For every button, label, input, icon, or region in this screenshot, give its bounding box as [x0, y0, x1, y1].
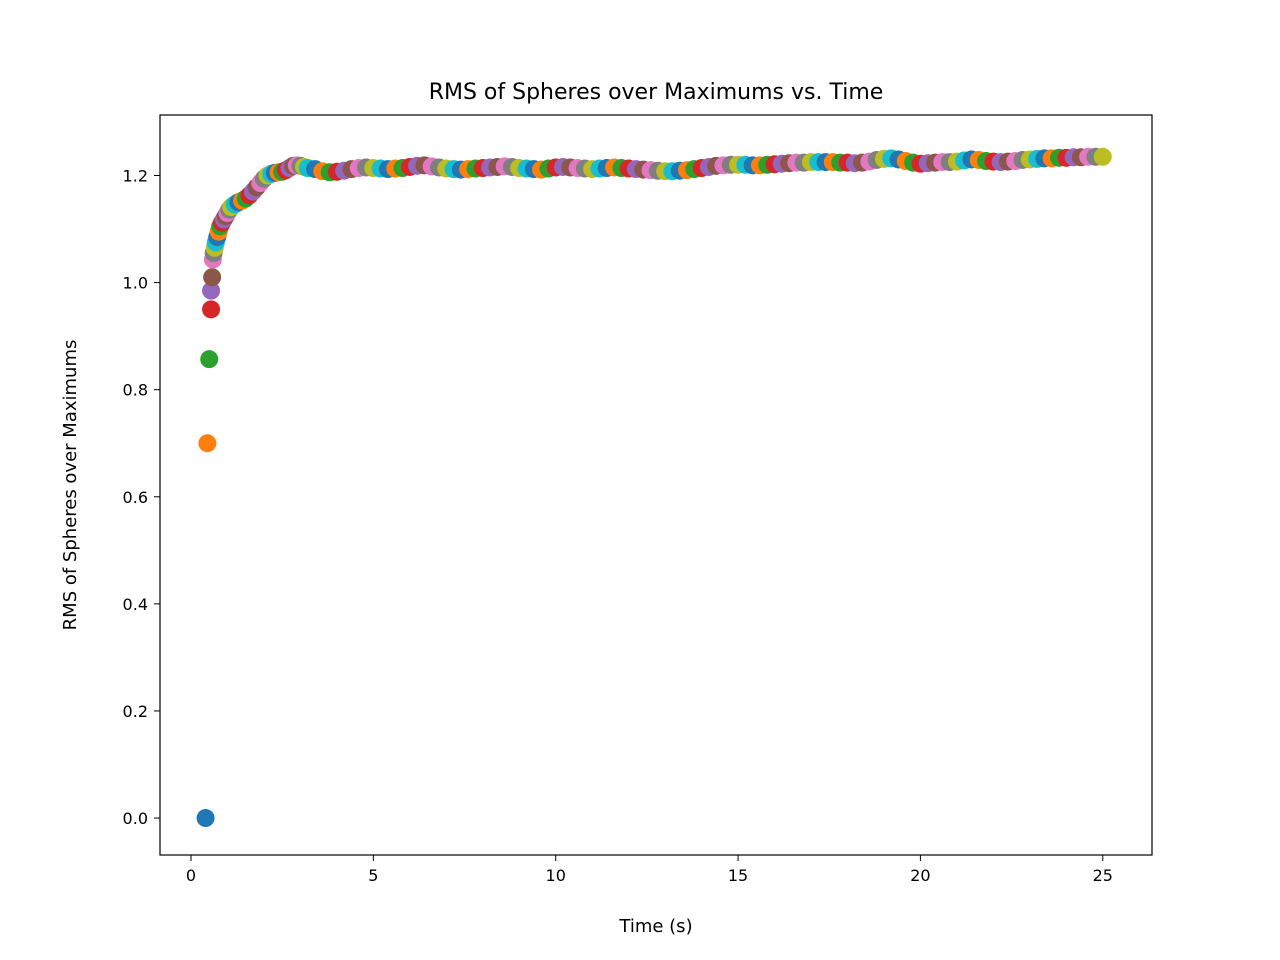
y-tick-label: 0.6 [123, 488, 148, 507]
data-point [200, 350, 219, 369]
y-tick-label: 0.4 [123, 595, 148, 614]
data-point [196, 809, 215, 828]
x-tick-label: 5 [368, 866, 378, 885]
y-axis-label: RMS of Spheres over Maximums [60, 340, 81, 631]
y-tick-label: 1.0 [123, 274, 148, 293]
data-points [196, 147, 1112, 828]
x-tick-label: 15 [728, 866, 748, 885]
x-axis-label: Time (s) [618, 916, 692, 937]
data-point [202, 300, 221, 319]
data-point [1093, 147, 1112, 166]
data-point [202, 281, 221, 300]
y-axis: 0.0 0.2 0.4 0.6 0.8 1.0 1.2 [123, 167, 160, 828]
x-tick-label: 10 [546, 866, 566, 885]
x-axis: 0 5 10 15 20 25 [186, 855, 1113, 885]
data-point [198, 434, 217, 453]
data-point [203, 268, 222, 287]
x-tick-label: 0 [186, 866, 196, 885]
chart-title: RMS of Spheres over Maximums vs. Time [429, 80, 884, 105]
y-tick-label: 0.2 [123, 702, 148, 721]
plot-frame [159, 114, 1153, 856]
x-tick-label: 20 [910, 866, 930, 885]
y-tick-label: 0.0 [123, 809, 148, 828]
y-tick-label: 0.8 [123, 381, 148, 400]
y-tick-label: 1.2 [123, 167, 148, 186]
x-tick-label: 25 [1093, 866, 1113, 885]
